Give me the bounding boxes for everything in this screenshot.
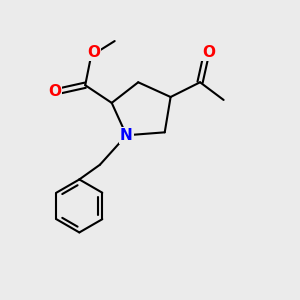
Text: N: N — [120, 128, 133, 143]
Text: O: O — [48, 84, 61, 99]
Text: O: O — [202, 45, 215, 60]
Text: O: O — [87, 45, 100, 60]
